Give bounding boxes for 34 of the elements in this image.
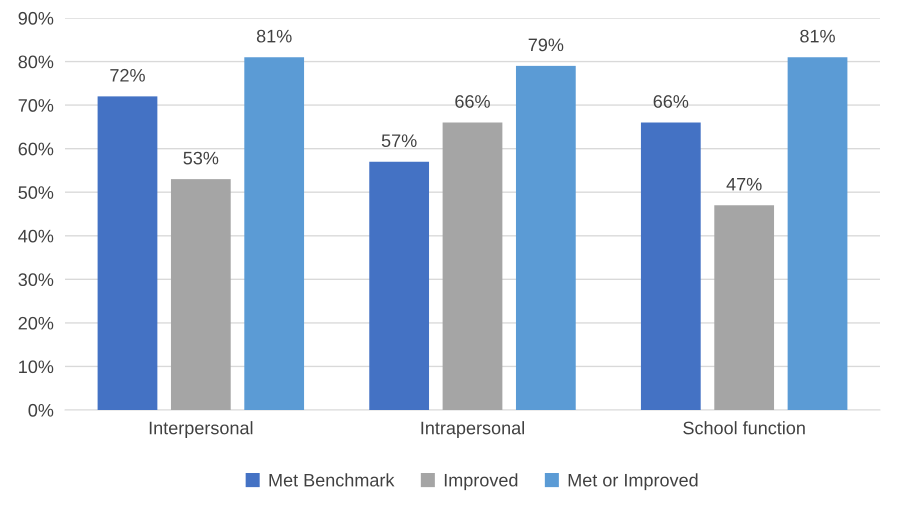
data-label: 81% bbox=[800, 30, 835, 43]
bar bbox=[640, 122, 701, 410]
x-tick-label: Intrapersonal bbox=[421, 421, 524, 438]
y-tick-label: 20% bbox=[18, 316, 54, 330]
bar bbox=[170, 179, 231, 410]
y-tick-label: 60% bbox=[18, 142, 54, 156]
y-tick-label: 50% bbox=[18, 186, 54, 199]
x-tick-label: Interpersonal bbox=[150, 421, 252, 438]
legend-label: Met Benchmark bbox=[270, 473, 394, 487]
y-tick-label: 10% bbox=[19, 360, 54, 374]
bar bbox=[98, 96, 158, 410]
legend-label: Met or Improved bbox=[568, 473, 698, 490]
x-tick-label: School function bbox=[683, 421, 805, 434]
bar bbox=[442, 122, 502, 410]
y-tick-label: 30% bbox=[18, 273, 54, 286]
y-tick-label: 40% bbox=[18, 230, 54, 242]
bar bbox=[369, 162, 430, 410]
y-tick-label: 90% bbox=[18, 12, 54, 25]
bar bbox=[714, 205, 774, 410]
y-tick-label: 0% bbox=[28, 404, 54, 417]
bar bbox=[788, 57, 848, 410]
data-label: 66% bbox=[455, 95, 490, 108]
y-tick-label: 80% bbox=[18, 55, 54, 68]
bar bbox=[244, 57, 304, 410]
legend-label: Improved bbox=[444, 473, 518, 490]
bar bbox=[516, 66, 576, 410]
data-label: 57% bbox=[382, 134, 417, 148]
data-label: 53% bbox=[183, 152, 218, 164]
data-label: 72% bbox=[110, 68, 145, 82]
data-label: 66% bbox=[654, 95, 688, 108]
y-tick-label: 70% bbox=[18, 99, 54, 112]
data-label: 81% bbox=[256, 30, 292, 43]
data-label: 79% bbox=[528, 38, 564, 52]
data-label: 47% bbox=[726, 178, 762, 191]
